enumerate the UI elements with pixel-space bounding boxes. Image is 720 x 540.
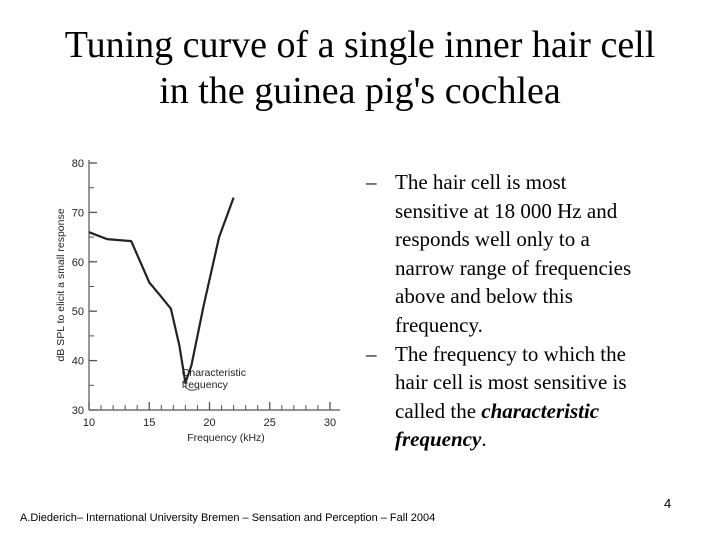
- y-tick-label: 70: [72, 207, 84, 219]
- bullet-2-line-2: hair cell is most sensitive is: [395, 370, 627, 395]
- y-axis-title: dB SPL to elicit a small response: [55, 208, 67, 361]
- bullet-list: – The hair cell is most sensitive at 18 …: [366, 168, 686, 454]
- title-line-2: in the guinea pig's cochlea: [159, 70, 561, 112]
- y-tick-label: 40: [72, 356, 84, 368]
- annotation-label-line-1: Characteristic: [182, 367, 246, 379]
- bullet-1-line-6: frequency.: [395, 312, 483, 337]
- axes: [88, 160, 340, 411]
- bullet-2-line-1: The frequency to which the: [395, 341, 626, 366]
- x-tick-label: 25: [264, 417, 276, 429]
- annotation-leader: [183, 385, 198, 391]
- tick-labels: 10 15 20 25 30 30 40 50 60 70 80: [72, 158, 336, 429]
- bullet-1-line-5: above and below this: [395, 284, 573, 309]
- slide-title: Tuning curve of a single inner hair cell…: [20, 22, 700, 114]
- annotation-label-line-2: frequency: [182, 379, 229, 391]
- bullet-1-line-2: sensitive at 18 000 Hz and: [395, 198, 618, 223]
- bullet-2-line-3-text: called the: [395, 398, 482, 423]
- x-tick-label: 20: [203, 417, 215, 429]
- title-line-1: Tuning curve of a single inner hair cell: [64, 24, 656, 66]
- footer: A.Diederich– International University Br…: [20, 512, 436, 524]
- page-number: 4: [664, 496, 672, 511]
- emphasis-frequency: frequency: [395, 427, 482, 452]
- y-tick-label: 50: [72, 306, 84, 318]
- bullet-2-line-3: called the characteristic: [395, 397, 686, 426]
- x-tick-label: 30: [324, 417, 336, 429]
- ticks: [88, 162, 331, 411]
- bullet-dash: –: [366, 341, 377, 366]
- bullet-1-line-1: The hair cell is most: [395, 170, 567, 194]
- bullet-dash: –: [366, 170, 377, 194]
- emphasis-characteristic: characteristic: [481, 398, 600, 423]
- x-tick-label: 10: [83, 417, 95, 429]
- tuning-curve-line: [88, 197, 235, 384]
- y-tick-label: 30: [72, 405, 84, 417]
- y-tick-label: 60: [72, 257, 84, 269]
- bullet-2-line-4: frequency.: [395, 425, 686, 454]
- tuning-curve-chart: 10 15 20 25 30 30 40 50 60 70 80 dB SPL to elicit …: [55, 158, 340, 444]
- x-axis-title: Frequency (kHz): [187, 432, 265, 444]
- bullet-item-1: – The hair cell is most sensitive at 18 …: [366, 168, 686, 340]
- y-tick-label: 80: [72, 158, 84, 170]
- bullet-2-period: .: [481, 427, 487, 452]
- bullet-1-line-3: responds well only to a: [395, 227, 590, 252]
- bullet-1-line-4: narrow range of frequencies: [395, 255, 632, 280]
- bullet-item-2: – The frequency to which the hair cell i…: [366, 340, 686, 454]
- x-tick-label: 15: [143, 417, 155, 429]
